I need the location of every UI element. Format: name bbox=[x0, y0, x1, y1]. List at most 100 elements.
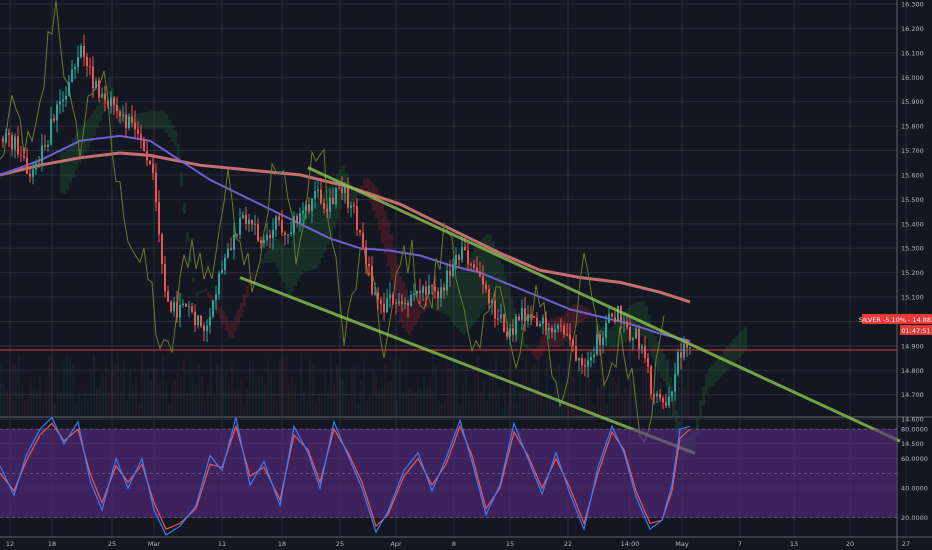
volume-bar bbox=[402, 390, 404, 416]
candle-body bbox=[533, 315, 535, 318]
candle-body bbox=[311, 198, 313, 212]
volume-bar bbox=[6, 390, 8, 416]
cloud-segment bbox=[174, 130, 177, 147]
cloud-segment bbox=[252, 272, 255, 279]
cloud-segment bbox=[60, 150, 63, 193]
volume-bar bbox=[294, 385, 296, 416]
candle-body bbox=[443, 287, 445, 291]
volume-bar bbox=[576, 404, 578, 416]
volume-bar bbox=[252, 360, 254, 416]
cloud-segment bbox=[714, 361, 717, 383]
cloud-segment bbox=[717, 357, 720, 380]
candle-body bbox=[302, 210, 304, 214]
cloud-segment bbox=[210, 294, 213, 302]
cloud-segment bbox=[528, 348, 531, 350]
volume-bar bbox=[543, 404, 545, 416]
cloud-segment bbox=[324, 189, 327, 252]
time-tick-label: 15 bbox=[506, 540, 514, 548]
volume-bar bbox=[348, 399, 350, 416]
candle-body bbox=[260, 240, 262, 244]
cloud-segment bbox=[633, 303, 636, 338]
volume-bar bbox=[342, 377, 344, 416]
candle-body bbox=[431, 285, 433, 287]
volume-bar bbox=[60, 392, 62, 416]
cloud-segment bbox=[207, 291, 210, 297]
volume-bar bbox=[570, 362, 572, 416]
cloud-segment bbox=[558, 317, 561, 348]
volume-bar bbox=[69, 356, 71, 416]
candle-body bbox=[494, 300, 496, 319]
volume-bar bbox=[309, 358, 311, 416]
time-tick-label: Apr bbox=[390, 540, 402, 548]
cloud-segment bbox=[567, 309, 570, 338]
volume-bar bbox=[444, 399, 446, 416]
cloud-segment bbox=[420, 292, 423, 314]
candle-body bbox=[197, 315, 199, 326]
volume-bar bbox=[126, 400, 128, 416]
volume-bar bbox=[327, 390, 329, 416]
time-tick-label: 20 bbox=[846, 540, 854, 548]
cloud-segment bbox=[219, 306, 222, 320]
candlestick-series bbox=[2, 34, 691, 410]
cloud-segment bbox=[570, 306, 573, 333]
cloud-segment bbox=[339, 169, 342, 210]
cloud-segment bbox=[540, 336, 543, 357]
volume-bar bbox=[612, 376, 614, 416]
candle-body bbox=[512, 328, 514, 335]
candle-body bbox=[11, 134, 13, 150]
cloud-segment bbox=[459, 269, 462, 332]
candle-body bbox=[419, 290, 421, 293]
candle-body bbox=[56, 104, 58, 121]
cloud-segment bbox=[378, 193, 381, 231]
candle-body bbox=[62, 99, 64, 102]
volume-bar bbox=[222, 377, 224, 416]
candle-body bbox=[182, 303, 184, 305]
cloud-segment bbox=[258, 265, 261, 267]
cloud-segment bbox=[270, 243, 273, 263]
candle-body bbox=[287, 234, 289, 236]
candle-body bbox=[509, 328, 511, 337]
cloud-segment bbox=[591, 315, 594, 319]
cloud-segment bbox=[141, 113, 144, 129]
candle-body bbox=[299, 213, 301, 223]
candle-body bbox=[32, 169, 34, 177]
volume-bar bbox=[246, 387, 248, 416]
cloud-segment bbox=[594, 321, 597, 323]
candle-body bbox=[71, 69, 73, 83]
volume-bar bbox=[171, 385, 173, 416]
axes: 16.300 16.200 16.100 16.000 15.900 15.800 15.7… bbox=[6, 1, 928, 549]
volume-bar bbox=[684, 388, 686, 416]
volume-bar bbox=[231, 363, 233, 416]
cloud-segment bbox=[198, 291, 201, 294]
candle-body bbox=[257, 224, 259, 241]
volume-bar bbox=[648, 363, 650, 416]
cloud-segment bbox=[624, 311, 627, 343]
cloud-segment bbox=[84, 122, 87, 154]
cloud-segment bbox=[555, 317, 558, 348]
trend-channel[interactable] bbox=[239, 166, 901, 455]
cloud-segment bbox=[102, 92, 105, 113]
cloud-segment bbox=[204, 288, 207, 292]
cloud-segment bbox=[144, 112, 147, 129]
candle-body bbox=[620, 305, 622, 323]
volume-bar bbox=[408, 387, 410, 416]
cloud-segment bbox=[396, 263, 399, 312]
candle-body bbox=[107, 100, 109, 107]
volume-bar bbox=[291, 377, 293, 416]
volume-bar bbox=[45, 377, 47, 416]
volume-bar bbox=[237, 385, 239, 416]
cloud-segment bbox=[96, 104, 99, 129]
candle-body bbox=[422, 286, 424, 293]
cloud-segment bbox=[315, 201, 318, 269]
cloud-segment bbox=[729, 342, 732, 367]
candle-body bbox=[146, 151, 148, 161]
volume-bar bbox=[255, 381, 257, 416]
candle-body bbox=[356, 206, 358, 230]
volume-bar bbox=[465, 367, 467, 416]
candle-body bbox=[665, 402, 667, 406]
volume-bar bbox=[303, 390, 305, 416]
volume-bar bbox=[549, 392, 551, 416]
volume-bar bbox=[429, 377, 431, 416]
cloud-segment bbox=[279, 241, 282, 276]
volume-bar bbox=[72, 362, 74, 416]
